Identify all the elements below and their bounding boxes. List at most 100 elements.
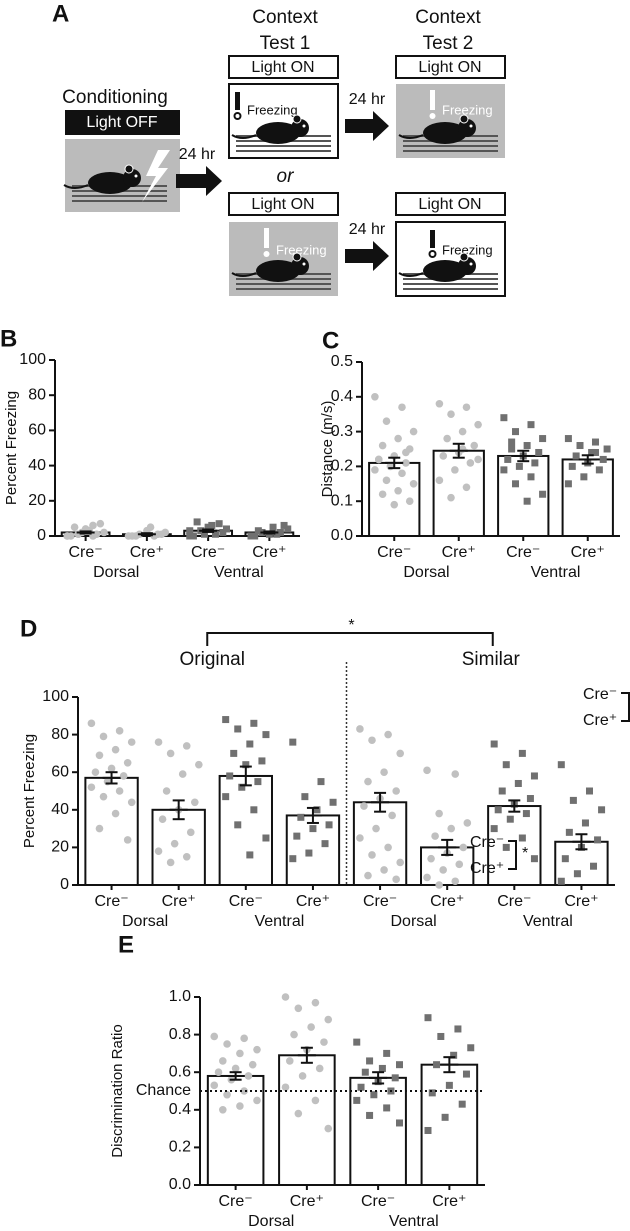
data-point bbox=[508, 445, 516, 453]
delay-label: 24 hr bbox=[179, 146, 216, 163]
data-point bbox=[253, 1045, 261, 1054]
data-point bbox=[305, 849, 313, 857]
error-bar bbox=[514, 449, 533, 463]
y-axis-title: Percent Freezing bbox=[21, 734, 38, 848]
x-tick-label: Cre⁺ bbox=[290, 1193, 324, 1210]
data-point bbox=[321, 840, 329, 848]
data-point bbox=[467, 1044, 475, 1052]
data-point bbox=[240, 1034, 248, 1043]
data-point bbox=[370, 1091, 378, 1099]
data-point bbox=[502, 843, 510, 851]
data-point bbox=[236, 1049, 244, 1058]
group-label: Ventral bbox=[254, 913, 304, 930]
data-point bbox=[158, 815, 167, 823]
data-point bbox=[443, 434, 451, 443]
data-point bbox=[462, 403, 471, 412]
y-tick-label: 40 bbox=[51, 801, 69, 818]
data-point bbox=[92, 530, 101, 539]
y-tick-label: 80 bbox=[51, 726, 69, 743]
y-tick-label: 0.2 bbox=[169, 1139, 191, 1156]
data-point bbox=[100, 528, 108, 537]
shock-icon bbox=[142, 150, 170, 202]
data-point bbox=[223, 1040, 231, 1048]
data-point bbox=[530, 772, 538, 780]
data-point bbox=[498, 787, 506, 795]
data-point bbox=[384, 843, 392, 852]
y-tick-label: 0.2 bbox=[331, 458, 353, 475]
data-point bbox=[309, 825, 317, 833]
error-bar bbox=[76, 530, 95, 535]
error-bar bbox=[137, 532, 156, 537]
light-label: Light ON bbox=[251, 59, 314, 76]
chance-label: Chance bbox=[136, 1082, 191, 1099]
data-point bbox=[451, 877, 460, 886]
data-point bbox=[531, 459, 539, 467]
stage-title: Conditioning bbox=[62, 87, 168, 108]
data-point bbox=[535, 448, 543, 456]
data-point bbox=[384, 730, 392, 739]
legend-bracket bbox=[508, 840, 517, 870]
x-tick-label: Cre⁻ bbox=[363, 893, 397, 910]
error-bar bbox=[385, 456, 404, 470]
bar bbox=[432, 449, 485, 537]
data-point bbox=[490, 825, 498, 833]
data-point bbox=[372, 824, 380, 833]
data-point bbox=[91, 768, 100, 776]
x-tick-label: Cre⁻ bbox=[94, 893, 128, 910]
data-point bbox=[588, 448, 596, 456]
data-point bbox=[154, 530, 162, 539]
data-point bbox=[166, 749, 175, 758]
panel-label: D bbox=[20, 615, 37, 642]
stage-title: Test 2 bbox=[423, 33, 474, 54]
data-point bbox=[580, 473, 588, 481]
bar bbox=[349, 1076, 407, 1186]
data-point bbox=[398, 469, 406, 478]
data-point bbox=[242, 761, 250, 769]
data-point bbox=[234, 725, 242, 733]
data-point bbox=[490, 740, 498, 748]
data-point bbox=[162, 787, 171, 795]
data-point bbox=[246, 740, 254, 748]
data-point bbox=[251, 532, 259, 540]
data-point bbox=[522, 810, 530, 818]
data-point bbox=[329, 798, 337, 806]
data-point bbox=[445, 1081, 453, 1089]
x-tick-label: Cre⁺ bbox=[296, 893, 330, 910]
data-point bbox=[222, 793, 230, 801]
arrow bbox=[176, 166, 222, 196]
light-box bbox=[65, 110, 180, 135]
data-point bbox=[95, 824, 104, 833]
data-point bbox=[576, 442, 584, 450]
data-point bbox=[324, 1015, 333, 1024]
data-point bbox=[561, 855, 569, 863]
data-point bbox=[380, 866, 388, 874]
data-point bbox=[454, 1025, 462, 1033]
data-point bbox=[388, 811, 396, 820]
data-point bbox=[223, 525, 230, 533]
y-tick-label: 0.0 bbox=[169, 1176, 191, 1193]
data-point bbox=[603, 445, 611, 453]
freezing-label: Freezing bbox=[442, 102, 493, 117]
data-point bbox=[435, 809, 443, 818]
delay-label: 24 hr bbox=[349, 221, 386, 238]
data-point bbox=[424, 1014, 432, 1022]
data-point bbox=[378, 1064, 386, 1072]
data-point bbox=[317, 778, 325, 786]
data-point bbox=[293, 832, 301, 840]
group-label: Dorsal bbox=[391, 913, 437, 930]
data-point bbox=[250, 719, 258, 727]
data-point bbox=[325, 821, 333, 829]
y-tick-label: 1.0 bbox=[169, 988, 191, 1005]
data-point bbox=[250, 806, 258, 814]
x-tick-label: Cre⁺ bbox=[430, 893, 464, 910]
data-point bbox=[569, 796, 577, 804]
error-bar bbox=[572, 833, 591, 851]
data-point bbox=[244, 1072, 253, 1080]
data-point bbox=[186, 532, 194, 540]
data-point bbox=[357, 1083, 365, 1091]
data-point bbox=[298, 1072, 307, 1080]
data-point bbox=[262, 731, 270, 739]
data-point bbox=[311, 1096, 320, 1105]
data-point bbox=[441, 1113, 449, 1121]
